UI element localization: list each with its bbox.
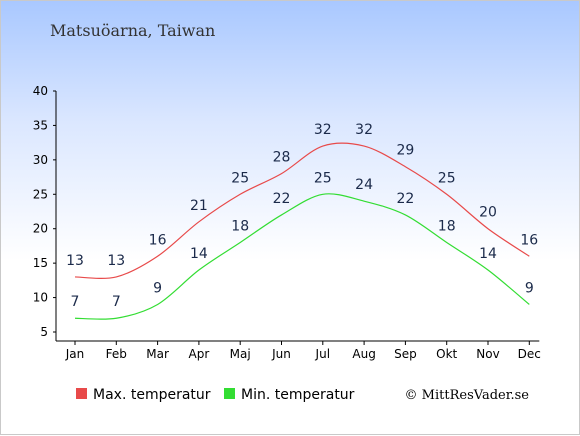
- max-data-label: 32: [314, 122, 332, 138]
- x-tick-label: Okt: [436, 347, 457, 361]
- legend-swatch-max: [76, 388, 87, 399]
- y-tick-label: 40: [33, 84, 48, 98]
- chart-title: Matsuöarna, Taiwan: [50, 21, 216, 40]
- min-data-label: 14: [479, 246, 497, 262]
- x-tick-label: Mar: [146, 347, 169, 361]
- min-data-label: 7: [71, 294, 80, 310]
- min-data-label: 25: [314, 170, 332, 186]
- min-data-label: 18: [231, 218, 249, 234]
- min-data-label: 9: [153, 280, 162, 296]
- y-tick-label: 20: [33, 222, 48, 236]
- y-tick-label: 5: [40, 325, 48, 339]
- min-data-label: 22: [396, 191, 414, 207]
- y-tick-label: 35: [33, 118, 48, 132]
- x-tick-label: Jan: [65, 347, 85, 361]
- x-tick-label: Aug: [352, 347, 375, 361]
- x-tick-label: Apr: [189, 347, 210, 361]
- x-tick-label: Dec: [518, 347, 541, 361]
- credit-text: © MittResVader.se: [405, 388, 530, 403]
- max-data-label: 20: [479, 205, 497, 221]
- max-data-label: 21: [190, 198, 208, 214]
- y-tick-label: 10: [33, 291, 48, 305]
- max-data-label: 13: [107, 253, 125, 269]
- y-tick-label: 30: [33, 153, 48, 167]
- legend-label-min: Min. temperatur: [241, 387, 355, 403]
- x-tick-label: Maj: [230, 347, 251, 361]
- y-tick-label: 25: [33, 187, 48, 201]
- legend-label-max: Max. temperatur: [93, 387, 211, 403]
- min-data-label: 22: [273, 191, 291, 207]
- max-data-label: 13: [66, 253, 84, 269]
- x-tick-label: Jun: [271, 347, 291, 361]
- series-line-min: [74, 193, 530, 320]
- min-data-label: 9: [525, 280, 534, 296]
- max-data-label: 28: [273, 150, 291, 166]
- y-tick-label: 15: [33, 256, 48, 270]
- x-tick-label: Feb: [106, 347, 127, 361]
- x-tick-label: Nov: [476, 347, 499, 361]
- legend-swatch-min: [224, 388, 235, 399]
- x-tick-label: Sep: [394, 347, 417, 361]
- max-data-label: 16: [520, 232, 538, 248]
- max-data-label: 16: [149, 232, 167, 248]
- max-data-label: 25: [438, 170, 456, 186]
- max-data-label: 32: [355, 122, 373, 138]
- min-data-label: 24: [355, 177, 373, 193]
- min-data-label: 14: [190, 246, 208, 262]
- min-data-label: 7: [112, 294, 121, 310]
- x-tick-label: Jul: [315, 347, 330, 361]
- max-data-label: 25: [231, 170, 249, 186]
- series-line-max: [74, 142, 530, 279]
- max-data-label: 29: [396, 143, 414, 159]
- min-data-label: 18: [438, 218, 456, 234]
